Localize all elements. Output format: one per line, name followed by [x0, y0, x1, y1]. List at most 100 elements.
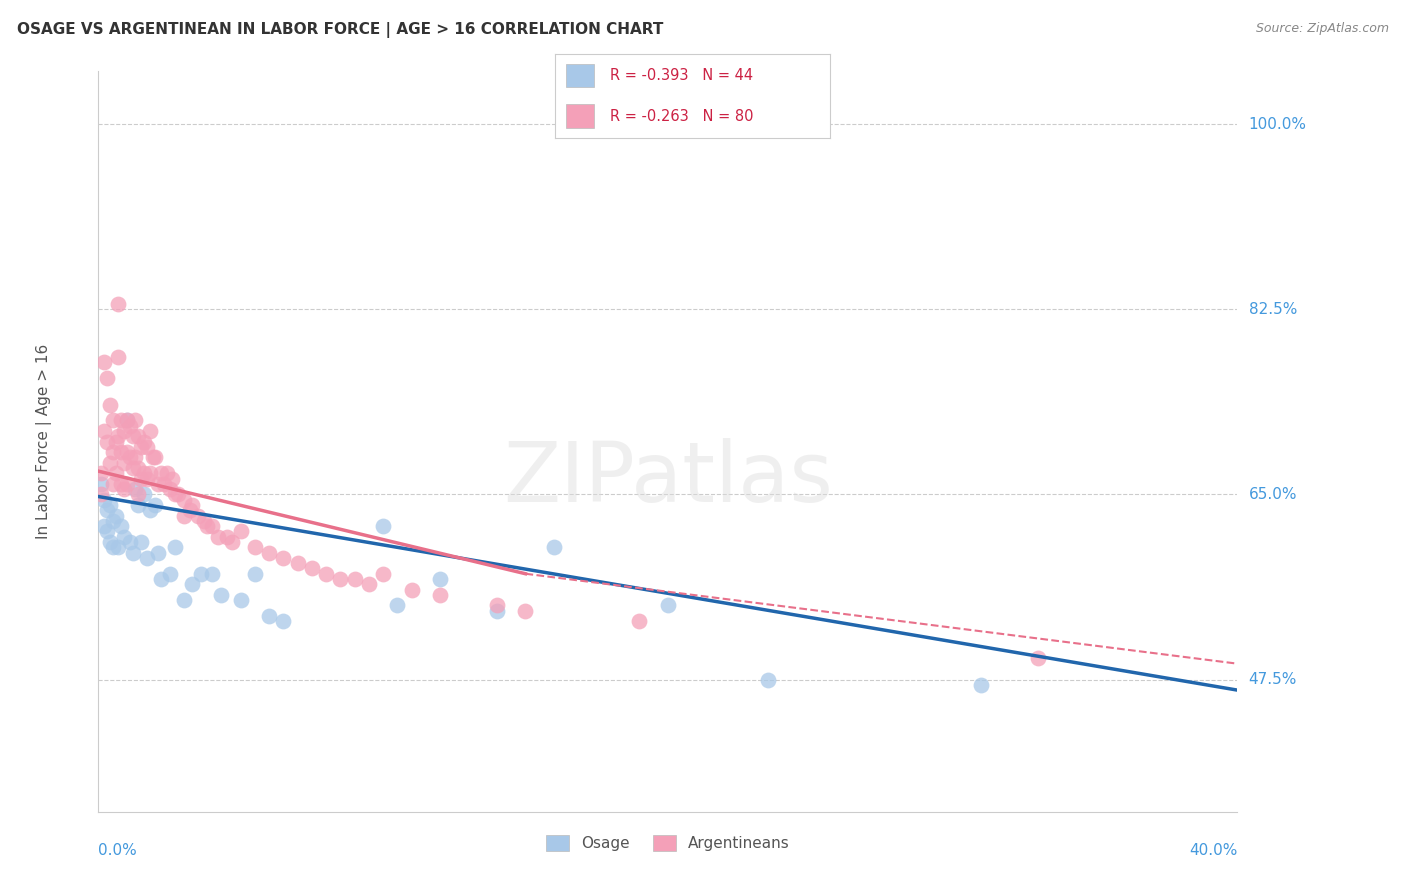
Point	[96, 503, 118, 517]
Point	[96, 371, 118, 385]
Point	[181, 498, 204, 512]
Point	[201, 566, 224, 581]
Point	[121, 429, 143, 443]
Point	[104, 434, 127, 449]
Point	[101, 476, 124, 491]
Point	[387, 599, 409, 613]
Point	[124, 482, 146, 496]
Text: 65.0%: 65.0%	[1249, 487, 1298, 502]
Point	[124, 450, 146, 465]
Point	[221, 535, 243, 549]
Point	[273, 550, 295, 565]
Point	[243, 566, 266, 581]
Point	[167, 487, 190, 501]
Text: R = -0.393   N = 44: R = -0.393 N = 44	[610, 69, 754, 84]
Point	[129, 440, 152, 454]
Point	[115, 413, 138, 427]
Point	[107, 541, 129, 555]
Point	[215, 530, 238, 544]
Point	[150, 467, 173, 481]
Point	[970, 678, 993, 692]
Text: 47.5%: 47.5%	[1249, 672, 1298, 687]
Point	[201, 519, 224, 533]
Point	[110, 476, 132, 491]
Point	[118, 450, 141, 465]
Point	[165, 541, 187, 555]
Point	[132, 487, 155, 501]
Point	[179, 503, 201, 517]
Point	[121, 546, 143, 560]
Point	[93, 424, 115, 438]
Point	[141, 450, 163, 465]
Point	[165, 487, 187, 501]
Point	[135, 550, 157, 565]
Point	[115, 445, 138, 459]
Text: 40.0%: 40.0%	[1189, 844, 1237, 858]
Point	[138, 503, 160, 517]
Point	[107, 429, 129, 443]
Point	[98, 498, 121, 512]
Point	[190, 566, 212, 581]
Point	[104, 467, 127, 481]
Point	[150, 572, 173, 586]
Point	[110, 445, 132, 459]
Point	[132, 434, 155, 449]
Legend: Osage, Argentineans: Osage, Argentineans	[541, 830, 794, 856]
Point	[173, 492, 195, 507]
Point	[287, 556, 309, 570]
Point	[107, 297, 129, 311]
Point	[193, 514, 215, 528]
Point	[93, 519, 115, 533]
Point	[329, 572, 352, 586]
Text: 100.0%: 100.0%	[1249, 117, 1306, 132]
Point	[357, 577, 380, 591]
Point	[107, 350, 129, 364]
Point	[110, 519, 132, 533]
Text: R = -0.263   N = 80: R = -0.263 N = 80	[610, 109, 754, 124]
Point	[135, 471, 157, 485]
Point	[112, 482, 135, 496]
Text: 82.5%: 82.5%	[1249, 301, 1298, 317]
Point	[115, 413, 138, 427]
Point	[129, 471, 152, 485]
Point	[93, 492, 115, 507]
Point	[429, 572, 451, 586]
Point	[515, 604, 537, 618]
Point	[101, 541, 124, 555]
Point	[127, 498, 149, 512]
Point	[187, 508, 209, 523]
Point	[243, 541, 266, 555]
Point	[229, 593, 252, 607]
Point	[101, 514, 124, 528]
Point	[127, 429, 149, 443]
Text: OSAGE VS ARGENTINEAN IN LABOR FORCE | AGE > 16 CORRELATION CHART: OSAGE VS ARGENTINEAN IN LABOR FORCE | AG…	[17, 22, 664, 38]
Point	[1026, 651, 1049, 665]
Point	[429, 588, 451, 602]
Bar	[567, 63, 593, 87]
Point	[628, 615, 651, 629]
Point	[138, 467, 160, 481]
Point	[273, 615, 295, 629]
Point	[112, 424, 135, 438]
Point	[259, 609, 281, 624]
Point	[118, 418, 141, 433]
Point	[98, 535, 121, 549]
Point	[145, 498, 167, 512]
Point	[96, 434, 118, 449]
Point	[486, 599, 509, 613]
Point	[132, 467, 155, 481]
Point	[195, 519, 218, 533]
Point	[135, 440, 157, 454]
Point	[159, 566, 181, 581]
Point	[138, 424, 160, 438]
Point	[112, 456, 135, 470]
Point	[101, 445, 124, 459]
Point	[129, 535, 152, 549]
Point	[373, 519, 395, 533]
Point	[127, 461, 149, 475]
Point	[110, 413, 132, 427]
Point	[104, 508, 127, 523]
Point	[124, 413, 146, 427]
Point	[90, 487, 112, 501]
Point	[115, 476, 138, 491]
